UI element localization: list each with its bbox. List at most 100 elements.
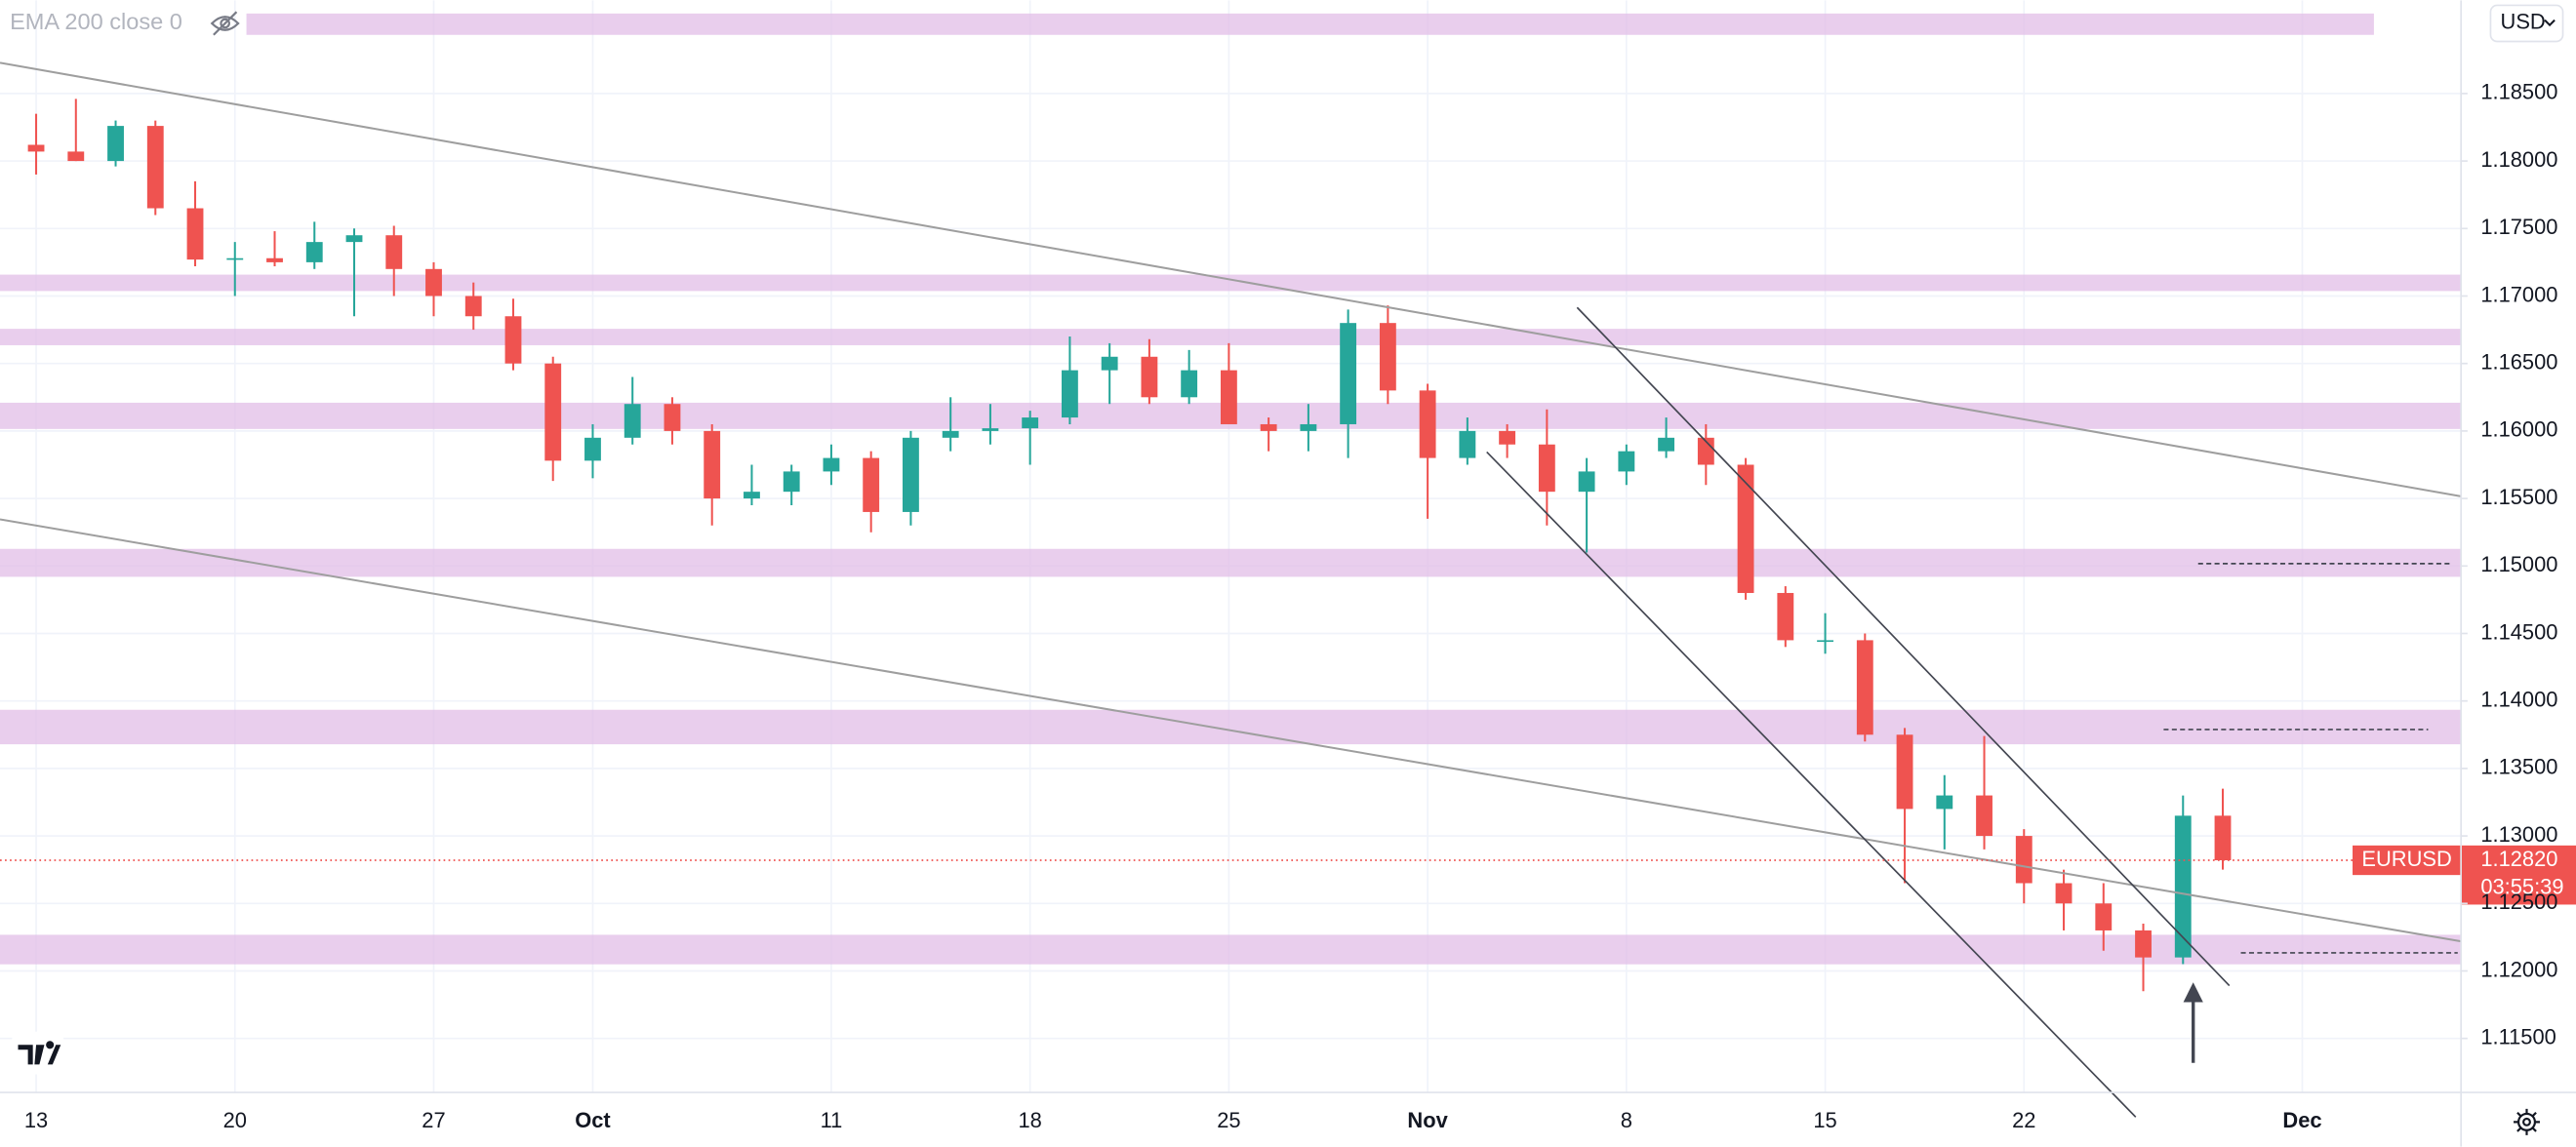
zone [0,548,2462,577]
y-tick-label: 1.17500 [2480,215,2557,239]
candle-body [504,316,522,364]
trend-line [0,61,2462,497]
candle-body [1419,390,1436,458]
candle-body [982,428,999,431]
price-label: 1.12820 [2480,847,2557,871]
x-tick-label: Dec [2282,1108,2321,1132]
y-tick-label: 1.12500 [2480,890,2557,914]
logo-glyph [18,1041,61,1065]
candle-body [305,242,323,262]
candle-body [146,126,164,209]
dashed-levels [2163,563,2458,954]
candle-body [2214,815,2232,860]
countdown-label: 03:55:39 [2480,874,2563,898]
trend-line [0,518,2462,943]
hide-icon[interactable] [210,11,240,36]
y-tick-label: 1.15000 [2480,552,2557,576]
gear-teeth [2514,1108,2540,1135]
x-tick-label: 15 [1813,1108,1836,1132]
x-tick-label: 22 [2012,1108,2035,1132]
candle-body [704,430,721,499]
settings-button[interactable] [2514,1108,2540,1135]
zone [0,709,2462,745]
candle-body [1181,370,1198,398]
candle-body [1101,356,1118,371]
candle-body [1340,323,1357,424]
candle-body [942,430,959,438]
candle-body [1379,323,1396,391]
candle-body [624,404,641,438]
candle-body [2015,836,2033,884]
x-tick-label: 25 [1217,1108,1240,1132]
candle-body [1896,734,1913,810]
candle-body [2095,903,2113,930]
eye-slash [213,11,238,36]
candle-body [1578,471,1595,493]
logo[interactable] [11,1031,64,1075]
y-tick-label: 1.13000 [2480,822,2557,847]
x-tick-label: 8 [1621,1108,1632,1132]
currency-label: USD [2501,10,2546,34]
y-tick-label: 1.16500 [2480,349,2557,374]
currency-chevron [2544,19,2556,27]
y-tick-label: 1.17000 [2480,282,2557,306]
price-layer: EURUSD 1.12820 03:55:39 [0,845,2576,905]
symbol-label: EURUSD [2361,847,2451,871]
candle-body [1459,430,1476,458]
eye-pupil [220,18,230,29]
candle-body [2135,929,2152,958]
channel-line [1576,306,2231,987]
candle-body [1061,370,1078,418]
candle-body [664,404,681,431]
candle-body [1936,795,1953,810]
currency-button[interactable] [2489,4,2564,43]
x-tick-label: 18 [1018,1108,1041,1132]
y-tick-label: 1.15500 [2480,485,2557,509]
grid-layer [0,0,2462,1093]
x-tick-label: Oct [575,1108,611,1132]
x-tick-label: 20 [223,1108,247,1132]
candle-body [1976,795,1992,837]
candle-body [1777,592,1794,641]
candle-body [385,235,403,269]
zone [0,274,2462,292]
trend-lines [0,61,2462,943]
candle-body [1737,464,1754,593]
candle-body [67,151,85,162]
y-tick-label: 1.18500 [2480,80,2557,104]
candle-body [1658,437,1674,452]
candle-body [584,437,601,461]
arrow-head [2183,982,2203,1003]
y-tick-label: 1.14000 [2480,687,2557,711]
zones [0,13,2462,965]
y-tick-label: 1.14500 [2480,619,2557,644]
candle-body [863,457,880,512]
candle-body [744,492,760,499]
candle-body [266,257,283,262]
y-tick-label: 1.11500 [2480,1024,2556,1048]
candle-body [1022,417,1039,429]
price-badge [2461,845,2576,905]
candle-body [425,268,442,297]
y-tick-label: 1.12000 [2480,957,2557,981]
candle-body [1618,451,1635,472]
candle-body [1220,370,1237,424]
y-tick-label: 1.13500 [2480,755,2557,779]
candle-body [1499,430,1516,445]
symbol-badge [2353,845,2462,876]
candle-body [823,457,840,472]
channel-lines [1486,306,2231,1118]
indicator-label: EMA 200 close 0 [10,9,182,34]
candle-body [1856,640,1873,735]
candle-body [2055,883,2073,904]
candle-body [1817,640,1833,643]
candle-body [186,208,204,260]
x-tick-label: 13 [24,1108,48,1132]
candle-body [903,437,919,512]
candle-body [1141,356,1158,398]
x-tick-label: Nov [1407,1108,1448,1132]
zone [0,329,2462,345]
zone [246,13,2374,35]
channel-line [1486,451,2137,1118]
